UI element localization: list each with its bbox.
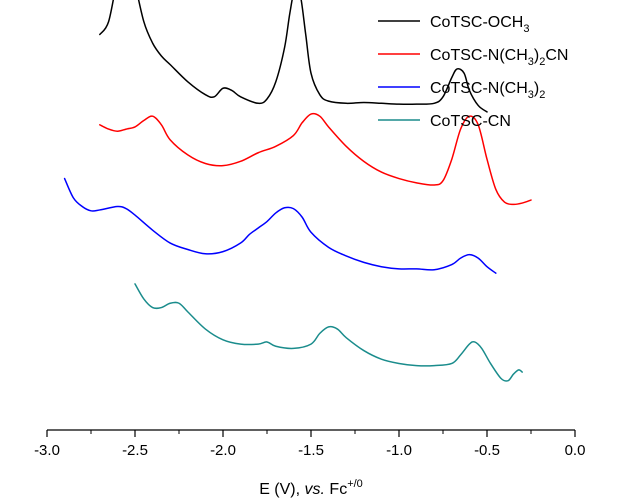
x-axis-label-superscript: +/0: [347, 478, 363, 490]
series-layer: [63, 0, 532, 382]
series-line-cotsc-och3: [99, 0, 488, 113]
x-tick-label: -1.5: [298, 442, 324, 459]
legend-label-subscript: 3: [523, 23, 529, 35]
legend-label: CoTSC-CN: [430, 113, 511, 130]
series-line-cotsc-n-ch3-2: [63, 177, 497, 274]
legend-label-text: CoTSC-OCH: [430, 14, 523, 31]
x-tick-label: -2.0: [210, 442, 236, 459]
legend-entry-cotsc-och3: CoTSC-OCH3: [378, 14, 529, 35]
legend-label-text: CN: [545, 47, 568, 64]
legend-label-subscript: 3: [528, 89, 534, 101]
legend-label-subscript: 2: [539, 56, 545, 68]
legend-label-text: CoTSC-N(CH: [430, 47, 528, 64]
x-axis-label-italic: vs.: [305, 481, 325, 498]
legend-label-subscript: 2: [539, 89, 545, 101]
legend-label: CoTSC-OCH3: [430, 14, 529, 35]
legend-label: CoTSC-N(CH3)2: [430, 80, 545, 101]
series-line-cotsc-cn: [134, 283, 523, 382]
legend-label: CoTSC-N(CH3)2CN: [430, 47, 568, 68]
x-axis-label: E (V), vs. Fc+/0: [259, 478, 363, 498]
legend-label-text: CoTSC-CN: [430, 113, 511, 130]
x-axis-label-text: E (V),: [259, 481, 304, 498]
series-line-cotsc-n-ch3-2cn: [99, 112, 532, 206]
legend-entry-cotsc-cn: CoTSC-CN: [378, 113, 511, 130]
legend-entry-cotsc-n-ch3-2cn: CoTSC-N(CH3)2CN: [378, 47, 568, 68]
x-axis-label-text: Fc: [325, 481, 347, 498]
x-tick-label: -2.5: [122, 442, 148, 459]
legend-label-text: ): [534, 47, 539, 64]
x-tick-label: -1.0: [386, 442, 412, 459]
legend: CoTSC-OCH3CoTSC-N(CH3)2CNCoTSC-N(CH3)2Co…: [378, 14, 568, 130]
x-tick-label: 0.0: [565, 442, 586, 459]
legend-label-text: CoTSC-N(CH: [430, 80, 528, 97]
x-tick-label: -0.5: [474, 442, 500, 459]
x-ticks: -3.0 -2.5 -2.0 -1.5 -1.0 -0.5 0.0: [34, 430, 585, 459]
legend-label-subscript: 3: [528, 56, 534, 68]
legend-label-text: ): [534, 80, 539, 97]
x-tick-label: -3.0: [34, 442, 60, 459]
legend-entry-cotsc-n-ch3-2: CoTSC-N(CH3)2: [378, 80, 545, 101]
